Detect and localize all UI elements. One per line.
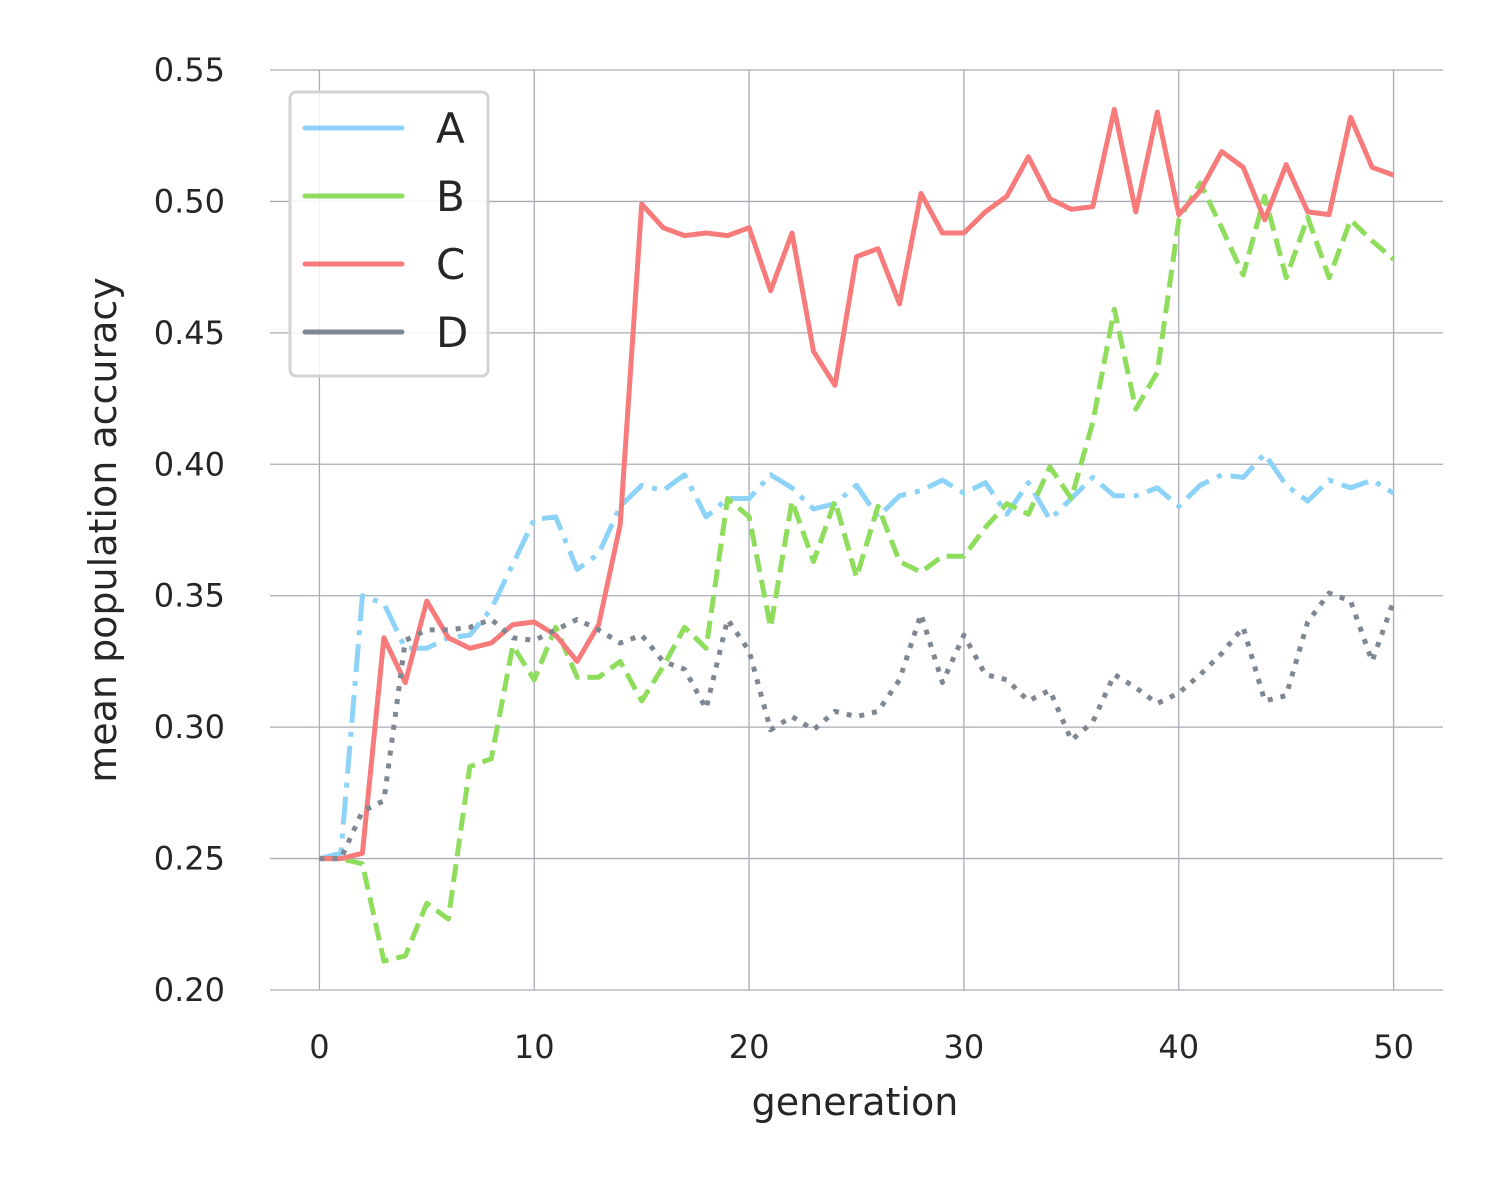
y-tick-label: 0.50 (154, 182, 225, 220)
legend-label-a: A (436, 104, 465, 153)
y-axis-label: mean population accuracy (81, 277, 125, 783)
x-tick-label: 50 (1373, 1028, 1414, 1066)
legend-label-c: C (436, 240, 465, 289)
y-tick-label: 0.45 (154, 314, 225, 352)
series-line-c (319, 106, 1395, 862)
x-tick-label: 0 (309, 1028, 329, 1066)
series-line-d (319, 590, 1396, 862)
series-line-a (318, 451, 1395, 862)
legend-label-b: B (436, 172, 465, 221)
x-tick-label: 10 (514, 1028, 555, 1066)
legend-frame (288, 90, 490, 378)
y-tick-label: 0.20 (154, 971, 225, 1009)
y-tick-label: 0.40 (154, 445, 225, 483)
series-lines (318, 106, 1396, 964)
y-tick-labels: 0.20 0.25 0.30 0.35 0.40 0.45 0.50 0.55 (154, 51, 225, 1009)
x-axis-label: generation (752, 1080, 959, 1124)
x-tick-label: 40 (1158, 1028, 1199, 1066)
legend-label-d: D (436, 308, 468, 357)
x-tick-label: 20 (729, 1028, 770, 1066)
series-line-b (319, 180, 1396, 964)
y-tick-label: 0.30 (154, 708, 225, 746)
y-tick-label: 0.35 (154, 577, 225, 615)
x-tick-label: 30 (944, 1028, 985, 1066)
x-tick-labels: 0 10 20 30 40 50 (309, 1028, 1414, 1066)
y-tick-label: 0.55 (154, 51, 225, 89)
y-tick-label: 0.25 (154, 840, 225, 878)
